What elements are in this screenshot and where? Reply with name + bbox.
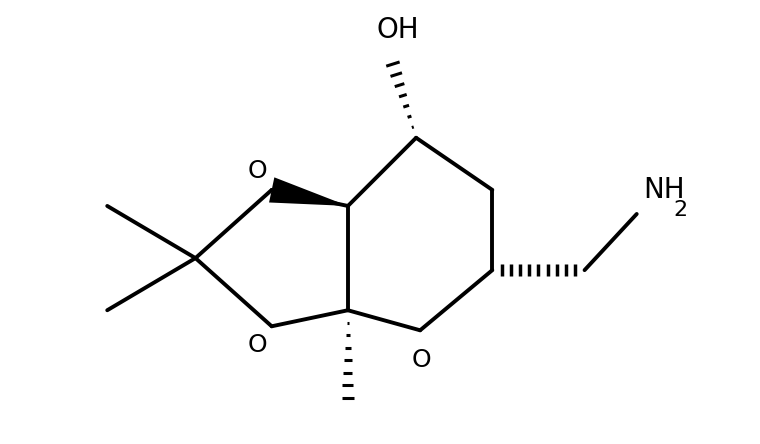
- Text: O: O: [412, 348, 432, 372]
- Text: OH: OH: [376, 16, 419, 44]
- Text: 2: 2: [673, 200, 688, 220]
- Text: O: O: [248, 333, 267, 357]
- Text: O: O: [248, 159, 267, 183]
- Text: NH: NH: [643, 176, 685, 204]
- Polygon shape: [269, 177, 348, 206]
